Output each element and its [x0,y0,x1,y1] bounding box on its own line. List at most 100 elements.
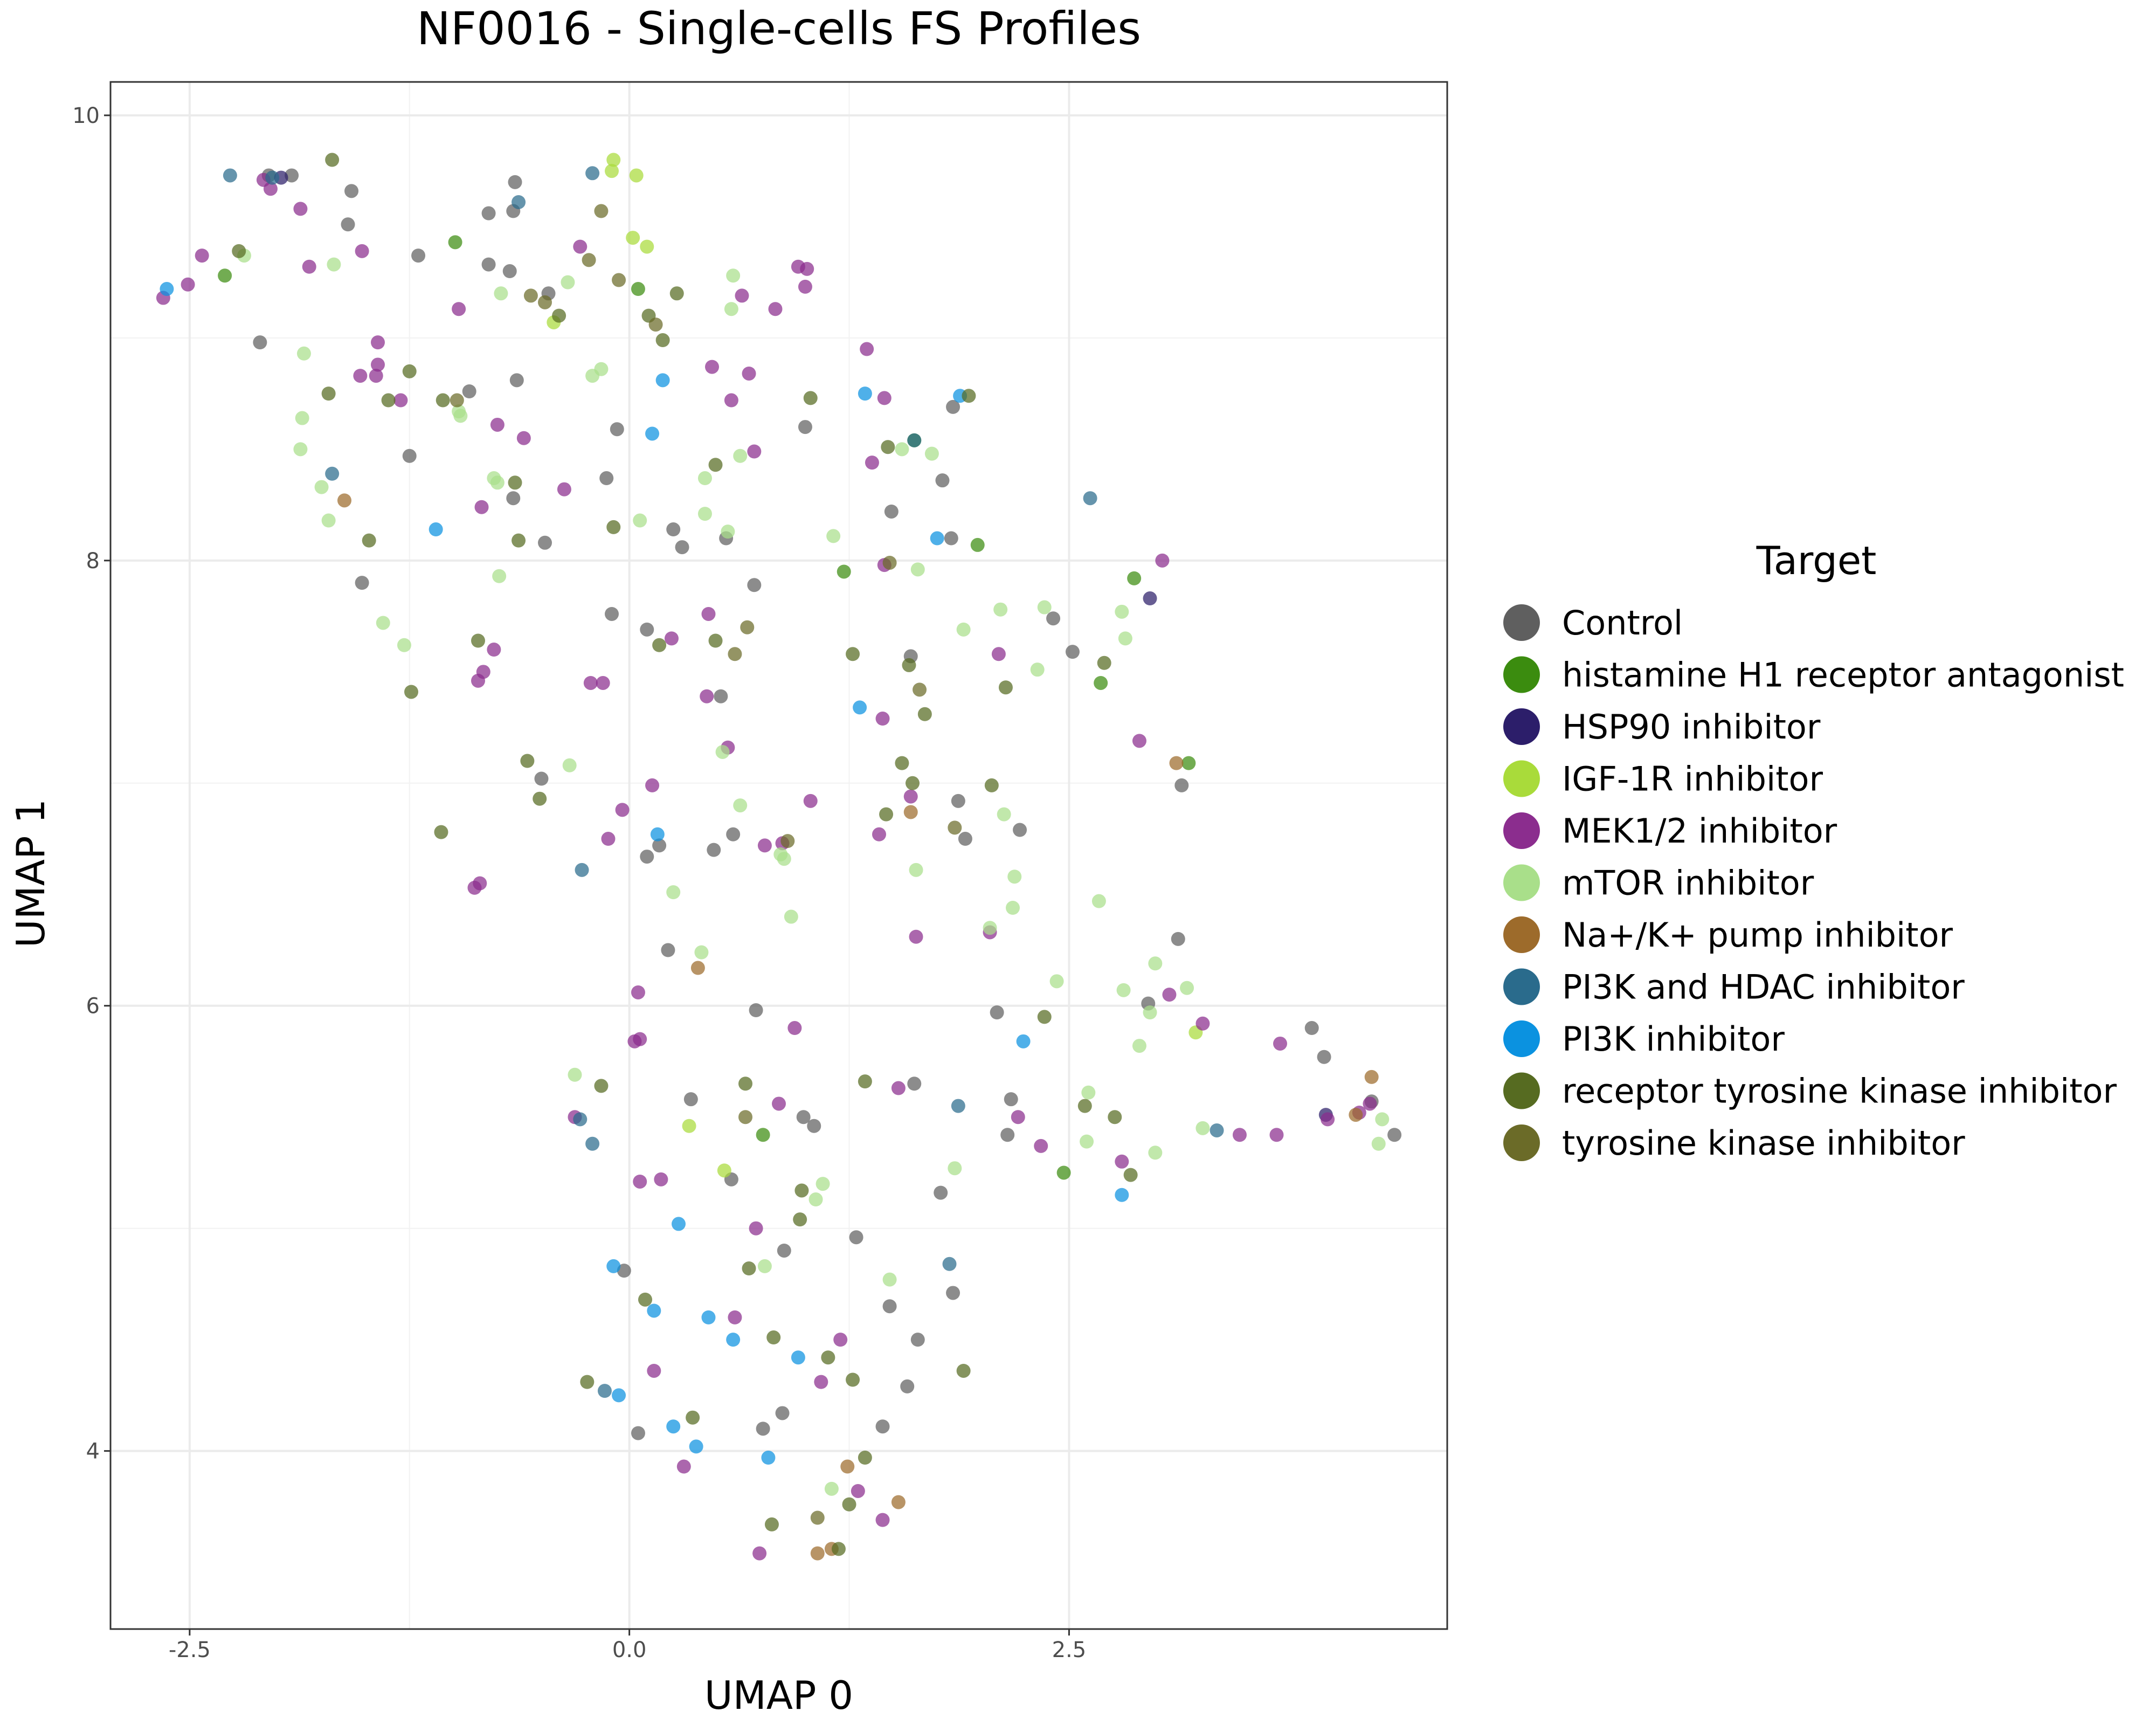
data-point [325,466,340,481]
data-point [402,448,417,463]
data-point [766,1330,781,1345]
data-point [508,175,522,189]
data-point [344,184,359,198]
data-point [487,643,501,657]
data-point [638,1292,652,1307]
data-point [1016,1034,1031,1048]
data-point [612,1388,626,1403]
data-point [833,1333,848,1347]
data-point [910,562,925,577]
data-point [824,1481,839,1496]
y-tick-label: 10 [72,104,100,128]
data-point [831,1542,846,1556]
data-point [784,909,798,924]
data-point [371,357,385,372]
data-point [1169,756,1184,770]
legend-label: MEK1/2 inhibitor [1562,811,1837,851]
data-point [645,426,660,441]
data-point [895,442,909,457]
data-point [453,409,468,423]
data-point [875,1419,890,1434]
y-axis-title: UMAP 1 [8,799,53,948]
data-point [865,456,879,470]
data-point [872,827,886,841]
data-point [1210,1123,1224,1137]
data-point [935,473,950,488]
data-point [436,393,450,408]
data-point [726,268,741,283]
data-point [798,279,812,294]
minor-gridlines [110,82,1447,1629]
x-tick-label: -2.5 [169,1638,211,1662]
legend-key [1503,916,1540,953]
data-point [647,1303,661,1318]
data-point [506,491,521,506]
data-point [821,1350,835,1365]
data-point [1232,1128,1247,1142]
data-point [631,282,645,296]
data-point [652,838,667,853]
data-point [858,387,872,401]
data-point [533,791,547,806]
data-point [803,794,818,808]
data-point [612,273,626,287]
data-point [573,239,588,254]
data-point [631,985,645,999]
data-point [481,206,496,220]
data-point [694,945,709,960]
data-point [353,369,368,383]
data-point [1037,600,1052,615]
data-point [970,537,985,552]
data-point [594,1079,609,1093]
data-point [705,360,719,374]
data-point [726,1333,741,1347]
data-point [648,318,663,332]
data-point [800,261,814,276]
data-point [337,493,351,508]
data-point [895,756,909,770]
data-point [991,647,1006,661]
data-point [341,217,355,232]
data-point [1371,1136,1386,1151]
data-point [1375,1112,1390,1127]
data-point [1180,981,1194,995]
data-point [837,564,851,579]
data-point [661,943,675,957]
data-point [858,1074,872,1089]
data-point [605,164,619,178]
data-point [181,277,195,292]
data-point [594,204,609,218]
data-point [1349,1108,1363,1122]
data-point [902,658,916,672]
data-point [606,1259,621,1273]
data-point [355,244,369,258]
data-point [631,1426,645,1440]
data-point [1115,604,1129,619]
data-point [669,286,684,301]
data-point [640,239,654,254]
data-point [601,832,616,846]
data-point [490,475,505,490]
data-point [740,620,755,634]
data-point [934,1185,948,1200]
data-point [724,302,738,316]
data-point [481,257,496,272]
data-point [599,471,614,486]
data-point [796,1110,811,1124]
data-point [1269,1128,1284,1142]
data-point [1148,956,1163,971]
data-point [606,153,621,167]
data-point [355,576,369,590]
data-point [1387,1128,1402,1142]
data-point [1011,1110,1025,1124]
data-point [983,921,997,935]
data-point [735,288,749,303]
legend-label: PI3K and HDAC inhibitor [1562,968,1965,1007]
data-point [325,153,340,167]
data-point [218,268,232,283]
data-point [293,202,308,216]
data-point [666,1419,681,1434]
data-point [891,1495,906,1509]
data-point [998,680,1013,695]
data-point [1321,1112,1335,1127]
